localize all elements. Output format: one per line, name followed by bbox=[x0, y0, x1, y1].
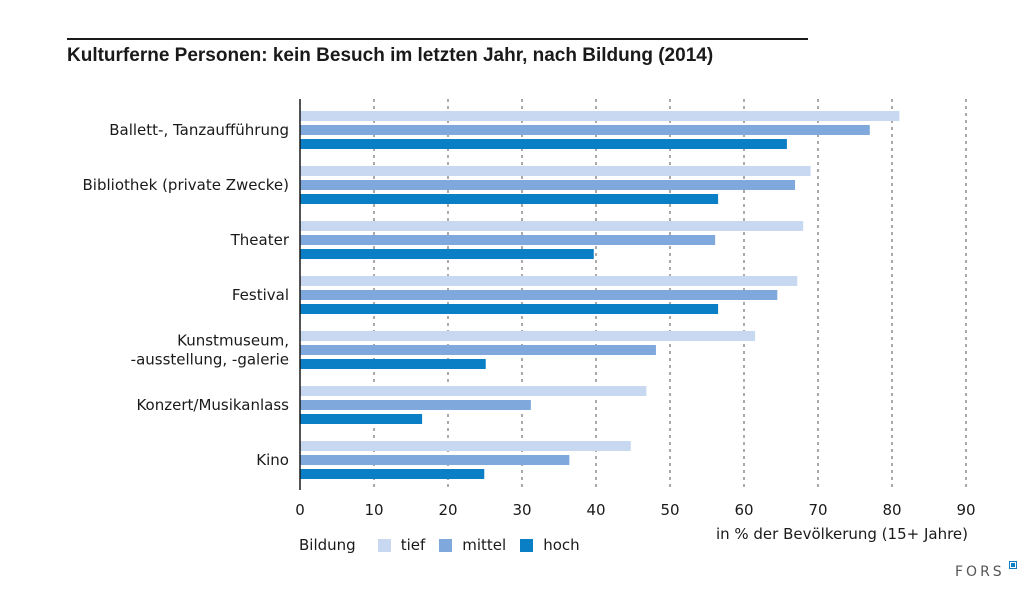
bar-mittel-1 bbox=[300, 180, 796, 190]
legend-swatch-hoch bbox=[520, 538, 534, 552]
bar-tief-6 bbox=[300, 441, 631, 451]
category-label: Konzert/Musikanlass bbox=[136, 396, 289, 414]
category-label: -ausstellung, -galerie bbox=[131, 351, 289, 369]
bar-mittel-6 bbox=[300, 455, 570, 465]
legend-swatch-mittel bbox=[439, 538, 453, 552]
x-tick-label: 90 bbox=[956, 501, 975, 519]
bar-hoch-3 bbox=[300, 304, 719, 314]
gridlines bbox=[373, 99, 967, 490]
x-tick-label: 30 bbox=[512, 501, 531, 519]
bar-hoch-6 bbox=[300, 469, 485, 479]
x-tick-label: 70 bbox=[808, 501, 827, 519]
x-tick-labels: 0 10 20 30 40 50 60 70 80 90 bbox=[295, 501, 975, 519]
bar-tief-0 bbox=[300, 111, 900, 121]
bar-hoch-5 bbox=[300, 414, 423, 424]
bar-mittel-5 bbox=[300, 400, 531, 410]
legend-item-tief: tief bbox=[377, 536, 426, 554]
legend-swatch-tief bbox=[377, 538, 391, 552]
logo-square-icon bbox=[1009, 561, 1017, 569]
bar-mittel-2 bbox=[300, 235, 716, 245]
legend-label-mittel: mittel bbox=[462, 536, 507, 554]
category-label: Festival bbox=[232, 286, 289, 304]
chart-title: Kulturferne Personen: kein Besuch im let… bbox=[67, 45, 714, 66]
legend-item-hoch: hoch bbox=[520, 536, 580, 554]
x-tick-label: 60 bbox=[734, 501, 753, 519]
x-tick-label: 80 bbox=[882, 501, 901, 519]
fors-logo: FORS bbox=[955, 564, 1005, 580]
category-label: Theater bbox=[230, 231, 290, 249]
bar-tief-2 bbox=[300, 221, 804, 231]
bar-tief-5 bbox=[300, 386, 647, 396]
category-label: Kunstmuseum, bbox=[177, 332, 289, 350]
legend-title: Bildung bbox=[299, 536, 356, 554]
category-labels: Ballett-, Tanzaufführung Bibliothek (priv… bbox=[83, 121, 290, 469]
bar-tief-1 bbox=[300, 166, 811, 176]
category-label: Kino bbox=[256, 451, 289, 469]
x-tick-label: 10 bbox=[364, 501, 383, 519]
bar-mittel-4 bbox=[300, 345, 656, 355]
x-tick-label: 50 bbox=[660, 501, 679, 519]
x-axis-label: in % der Bevölkerung (15+ Jahre) bbox=[716, 525, 968, 543]
legend-label-hoch: hoch bbox=[543, 536, 580, 554]
x-tick-label: 20 bbox=[438, 501, 457, 519]
legend-label-tief: tief bbox=[400, 536, 426, 554]
bar-hoch-0 bbox=[300, 139, 787, 149]
bar-hoch-2 bbox=[300, 249, 594, 259]
bar-mittel-0 bbox=[300, 125, 870, 135]
bars bbox=[300, 111, 900, 479]
category-label: Ballett-, Tanzaufführung bbox=[109, 121, 289, 139]
bar-mittel-3 bbox=[300, 290, 778, 300]
legend: Bildung tief mittel hoch bbox=[299, 536, 594, 554]
category-label: Bibliothek (private Zwecke) bbox=[83, 176, 289, 194]
bar-hoch-4 bbox=[300, 359, 486, 369]
x-tick-label: 0 bbox=[295, 501, 305, 519]
x-tick-label: 40 bbox=[586, 501, 605, 519]
bar-tief-4 bbox=[300, 331, 756, 341]
bar-hoch-1 bbox=[300, 194, 719, 204]
title-rule bbox=[67, 38, 808, 40]
bar-tief-3 bbox=[300, 276, 798, 286]
legend-item-mittel: mittel bbox=[439, 536, 506, 554]
